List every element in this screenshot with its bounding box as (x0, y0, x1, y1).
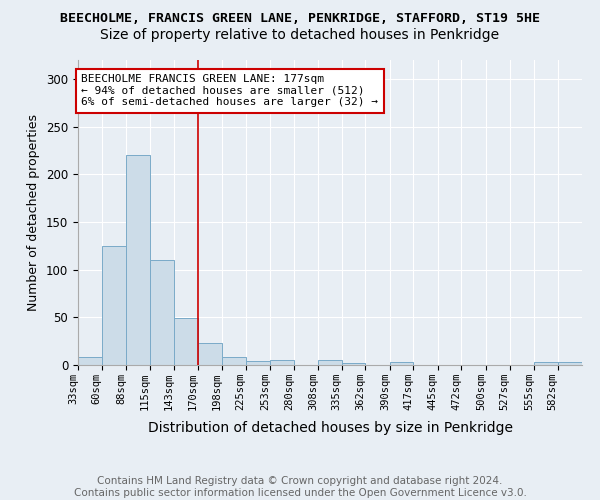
Bar (222, 358, 246, 365)
Bar (101, 246, 126, 365)
Text: Size of property relative to detached houses in Penkridge: Size of property relative to detached ho… (100, 28, 500, 42)
Y-axis label: Number of detached properties: Number of detached properties (28, 114, 40, 311)
Bar (126, 156, 149, 365)
Bar (246, 361, 270, 365)
Bar (390, 362, 413, 365)
Bar (197, 343, 222, 365)
Text: Contains HM Land Registry data © Crown copyright and database right 2024.
Contai: Contains HM Land Registry data © Crown c… (74, 476, 526, 498)
Bar (78, 358, 101, 365)
Bar (149, 260, 174, 365)
Bar (342, 363, 365, 365)
Bar (174, 318, 197, 365)
Text: BEECHOLME FRANCIS GREEN LANE: 177sqm
← 94% of detached houses are smaller (512)
: BEECHOLME FRANCIS GREEN LANE: 177sqm ← 9… (82, 74, 379, 108)
Bar (270, 360, 294, 365)
X-axis label: Distribution of detached houses by size in Penkridge: Distribution of detached houses by size … (148, 421, 512, 435)
Bar (318, 360, 342, 365)
Bar (557, 362, 582, 365)
Bar (534, 362, 557, 365)
Text: BEECHOLME, FRANCIS GREEN LANE, PENKRIDGE, STAFFORD, ST19 5HE: BEECHOLME, FRANCIS GREEN LANE, PENKRIDGE… (60, 12, 540, 26)
